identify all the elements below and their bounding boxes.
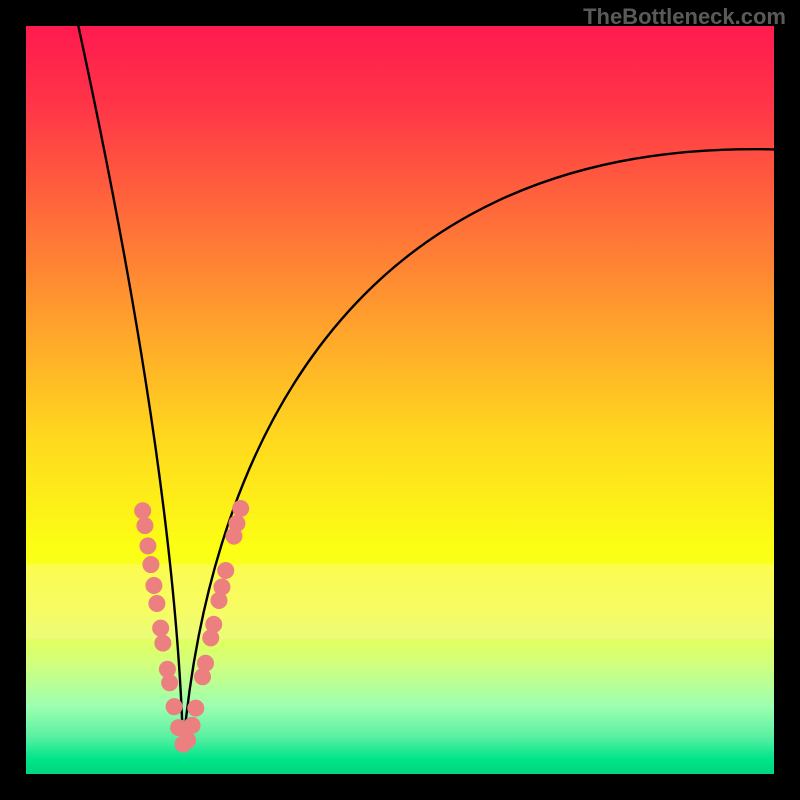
data-marker [166,699,182,715]
data-marker [137,518,153,534]
figure-container: TheBottleneck.com [0,0,800,800]
data-marker [155,635,171,651]
bottleneck-chart-svg [0,0,800,800]
data-marker [180,732,196,748]
gradient-background [26,26,774,774]
data-marker [135,503,151,519]
data-marker [218,563,234,579]
data-marker [149,595,165,611]
data-marker [143,557,159,573]
data-marker [153,620,169,636]
data-marker [198,655,214,671]
data-marker [233,500,249,516]
data-marker [214,579,230,595]
watermark-text: TheBottleneck.com [583,4,786,30]
data-marker [188,700,204,716]
data-marker [140,538,156,554]
data-marker [206,616,222,632]
plot-area [26,26,774,774]
soft-horizontal-band [26,565,774,640]
data-marker [184,717,200,733]
data-marker [162,675,178,691]
data-marker [146,578,162,594]
data-marker [229,515,245,531]
